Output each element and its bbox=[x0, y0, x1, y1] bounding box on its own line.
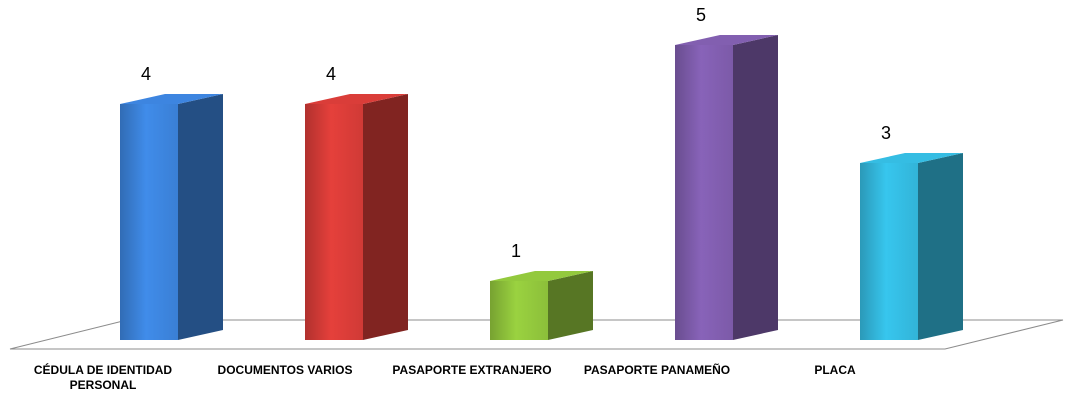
bar-front bbox=[120, 104, 178, 340]
bar-front bbox=[490, 281, 548, 340]
bar-top bbox=[675, 35, 778, 45]
bar-top bbox=[305, 94, 408, 104]
bar bbox=[675, 35, 778, 340]
tick-label: PASAPORTE EXTRANJERO bbox=[392, 363, 551, 377]
tick-label: PLACA bbox=[814, 363, 856, 377]
tick-label: CÉDULA DE IDENTIDAD PERSONAL bbox=[34, 362, 173, 392]
data-label: 4 bbox=[326, 64, 336, 84]
data-label: 1 bbox=[511, 241, 521, 261]
bar-side bbox=[918, 153, 963, 340]
bar bbox=[120, 94, 223, 340]
bar-front bbox=[675, 45, 733, 340]
bar bbox=[860, 153, 963, 340]
category-labels-group: CÉDULA DE IDENTIDAD PERSONAL DOCUMENTOS VA… bbox=[34, 362, 856, 392]
data-label: 3 bbox=[881, 123, 891, 143]
bar bbox=[305, 94, 408, 340]
value-labels-group: 4 4 1 5 3 bbox=[141, 5, 891, 261]
bar-side bbox=[733, 35, 778, 340]
bars-group bbox=[120, 35, 963, 340]
bar-side bbox=[548, 271, 593, 340]
bar-front bbox=[860, 163, 918, 340]
tick-label: DOCUMENTOS VARIOS bbox=[218, 363, 353, 377]
data-label: 4 bbox=[141, 64, 151, 84]
bar bbox=[490, 271, 593, 340]
bar-top bbox=[860, 153, 963, 163]
tick-label: PASAPORTE PANAMEÑO bbox=[584, 362, 730, 377]
data-label: 5 bbox=[696, 5, 706, 25]
bar-top bbox=[120, 94, 223, 104]
bar-side bbox=[178, 94, 223, 340]
bar-top bbox=[490, 271, 593, 281]
bar-side bbox=[363, 94, 408, 340]
bar-front bbox=[305, 104, 363, 340]
